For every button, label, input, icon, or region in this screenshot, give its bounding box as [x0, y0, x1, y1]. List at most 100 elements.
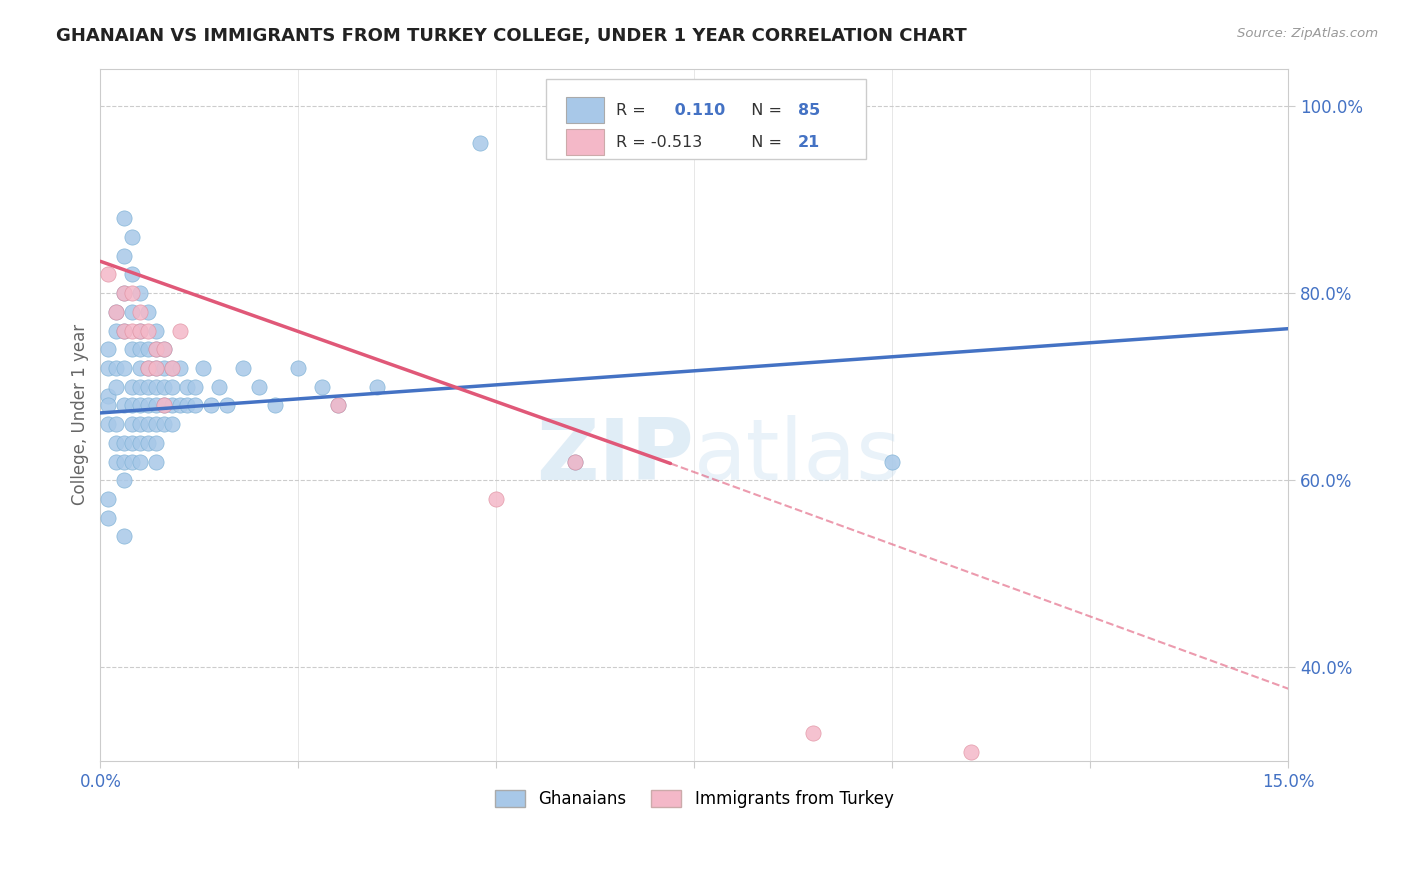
Point — [105, 324, 128, 338]
Point — [145, 324, 167, 338]
Point — [169, 399, 191, 413]
Point — [160, 399, 183, 413]
Point — [152, 343, 174, 357]
Point — [112, 324, 135, 338]
Point — [564, 454, 586, 468]
Text: 85: 85 — [797, 103, 820, 118]
Point — [215, 399, 238, 413]
Point — [136, 380, 159, 394]
Point — [129, 435, 152, 450]
Bar — [567, 128, 605, 155]
Point — [326, 399, 349, 413]
Point — [145, 380, 167, 394]
Point — [145, 361, 167, 376]
Point — [97, 399, 120, 413]
Point — [121, 454, 143, 468]
Point — [470, 136, 492, 151]
Point — [145, 454, 167, 468]
Point — [121, 380, 143, 394]
Point — [311, 380, 333, 394]
Point — [105, 361, 128, 376]
Point — [152, 380, 174, 394]
Point — [97, 343, 120, 357]
Point — [105, 417, 128, 432]
Bar — [567, 97, 605, 123]
Y-axis label: College, Under 1 year: College, Under 1 year — [72, 324, 89, 506]
Text: Source: ZipAtlas.com: Source: ZipAtlas.com — [1237, 27, 1378, 40]
Point — [366, 380, 388, 394]
Text: 21: 21 — [797, 135, 820, 150]
Point — [193, 361, 215, 376]
Point — [112, 435, 135, 450]
Point — [136, 324, 159, 338]
Point — [145, 435, 167, 450]
Point — [136, 417, 159, 432]
Point — [160, 361, 183, 376]
Point — [105, 435, 128, 450]
Point — [960, 745, 983, 759]
Point — [121, 417, 143, 432]
Legend: Ghanaians, Immigrants from Turkey: Ghanaians, Immigrants from Turkey — [488, 783, 900, 815]
Point — [129, 380, 152, 394]
Point — [97, 417, 120, 432]
Point — [105, 454, 128, 468]
Point — [121, 435, 143, 450]
Point — [145, 417, 167, 432]
Point — [112, 324, 135, 338]
Point — [121, 399, 143, 413]
Point — [112, 529, 135, 543]
Point — [112, 399, 135, 413]
Point — [97, 491, 120, 506]
Point — [97, 268, 120, 282]
Point — [121, 305, 143, 319]
Point — [112, 249, 135, 263]
Text: atlas: atlas — [695, 415, 903, 498]
Point — [200, 399, 222, 413]
Point — [136, 435, 159, 450]
Point — [112, 473, 135, 487]
Text: GHANAIAN VS IMMIGRANTS FROM TURKEY COLLEGE, UNDER 1 YEAR CORRELATION CHART: GHANAIAN VS IMMIGRANTS FROM TURKEY COLLE… — [56, 27, 967, 45]
Point — [169, 324, 191, 338]
Point — [129, 361, 152, 376]
Point — [145, 399, 167, 413]
Point — [136, 343, 159, 357]
Point — [136, 305, 159, 319]
Point — [112, 454, 135, 468]
Point — [176, 399, 198, 413]
Point — [152, 399, 174, 413]
Point — [112, 286, 135, 301]
Point — [169, 361, 191, 376]
Point — [152, 417, 174, 432]
Point — [136, 399, 159, 413]
Point — [160, 380, 183, 394]
Point — [232, 361, 254, 376]
Point — [287, 361, 309, 376]
Point — [152, 361, 174, 376]
Point — [136, 361, 159, 376]
Point — [145, 343, 167, 357]
Text: R =: R = — [616, 103, 651, 118]
Point — [121, 268, 143, 282]
Point — [152, 399, 174, 413]
Text: ZIP: ZIP — [537, 415, 695, 498]
Text: N =: N = — [741, 135, 787, 150]
Point — [184, 399, 207, 413]
FancyBboxPatch shape — [546, 78, 866, 159]
Point — [184, 380, 207, 394]
Point — [97, 361, 120, 376]
Point — [129, 286, 152, 301]
Point — [263, 399, 285, 413]
Point — [129, 305, 152, 319]
Point — [882, 454, 904, 468]
Point — [485, 491, 508, 506]
Point — [105, 380, 128, 394]
Point — [160, 417, 183, 432]
Point — [129, 454, 152, 468]
Point — [97, 510, 120, 524]
Point — [208, 380, 231, 394]
Point — [121, 230, 143, 244]
Point — [121, 343, 143, 357]
Point — [129, 417, 152, 432]
Text: R = -0.513: R = -0.513 — [616, 135, 702, 150]
Point — [129, 324, 152, 338]
